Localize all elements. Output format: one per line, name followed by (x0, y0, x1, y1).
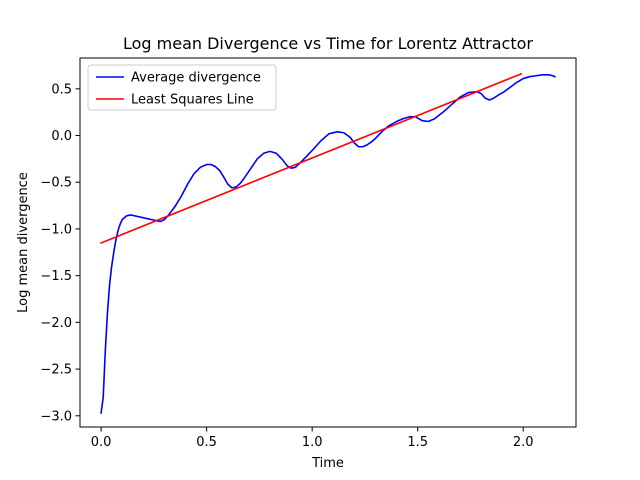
series-line-0 (100, 74, 556, 414)
y-axis-ticks: −3.0 −2.5 −2.0 −1.5 −1.0 −0.5 0.0 0.5 (40, 82, 80, 424)
legend-label-0: Average divergence (131, 71, 261, 86)
series-layer (100, 72, 556, 414)
y-tick-label: −2.5 (40, 363, 72, 378)
y-tick-label: 0.5 (51, 82, 72, 97)
chart-title: Log mean Divergence vs Time for Lorentz … (123, 34, 533, 53)
y-tick-label: −1.0 (40, 222, 72, 237)
legend-entries: Average divergence Least Squares Line (96, 71, 261, 108)
y-tick-label: −3.0 (40, 409, 72, 424)
x-tick-label: 1.0 (302, 435, 323, 450)
series-line-1 (100, 72, 523, 245)
legend-box (87, 64, 277, 111)
y-tick-label: −2.0 (40, 316, 72, 331)
y-tick-label: −1.5 (40, 269, 72, 284)
x-tick-label: 2.0 (513, 435, 534, 450)
x-axis-label: Time (311, 456, 344, 471)
legend-label-1: Least Squares Line (131, 93, 254, 108)
y-tick-label: −0.5 (40, 176, 72, 191)
x-tick-label: 0.5 (196, 435, 217, 450)
y-tick-label: 0.0 (51, 129, 72, 144)
legend: Average divergence Least Squares Line (87, 64, 277, 111)
plot-area: 0.0 0.5 1.0 1.5 2.0 −3.0 −2.5 −2.0 −1.5 −1.0 −0.5… (40, 57, 577, 450)
x-tick-label: 1.5 (407, 435, 428, 450)
x-tick-label: 0.0 (91, 435, 112, 450)
axes-frame (79, 57, 577, 428)
y-axis-label: Log mean divergence (16, 172, 31, 313)
x-axis-ticks: 0.0 0.5 1.0 1.5 2.0 (91, 427, 534, 450)
